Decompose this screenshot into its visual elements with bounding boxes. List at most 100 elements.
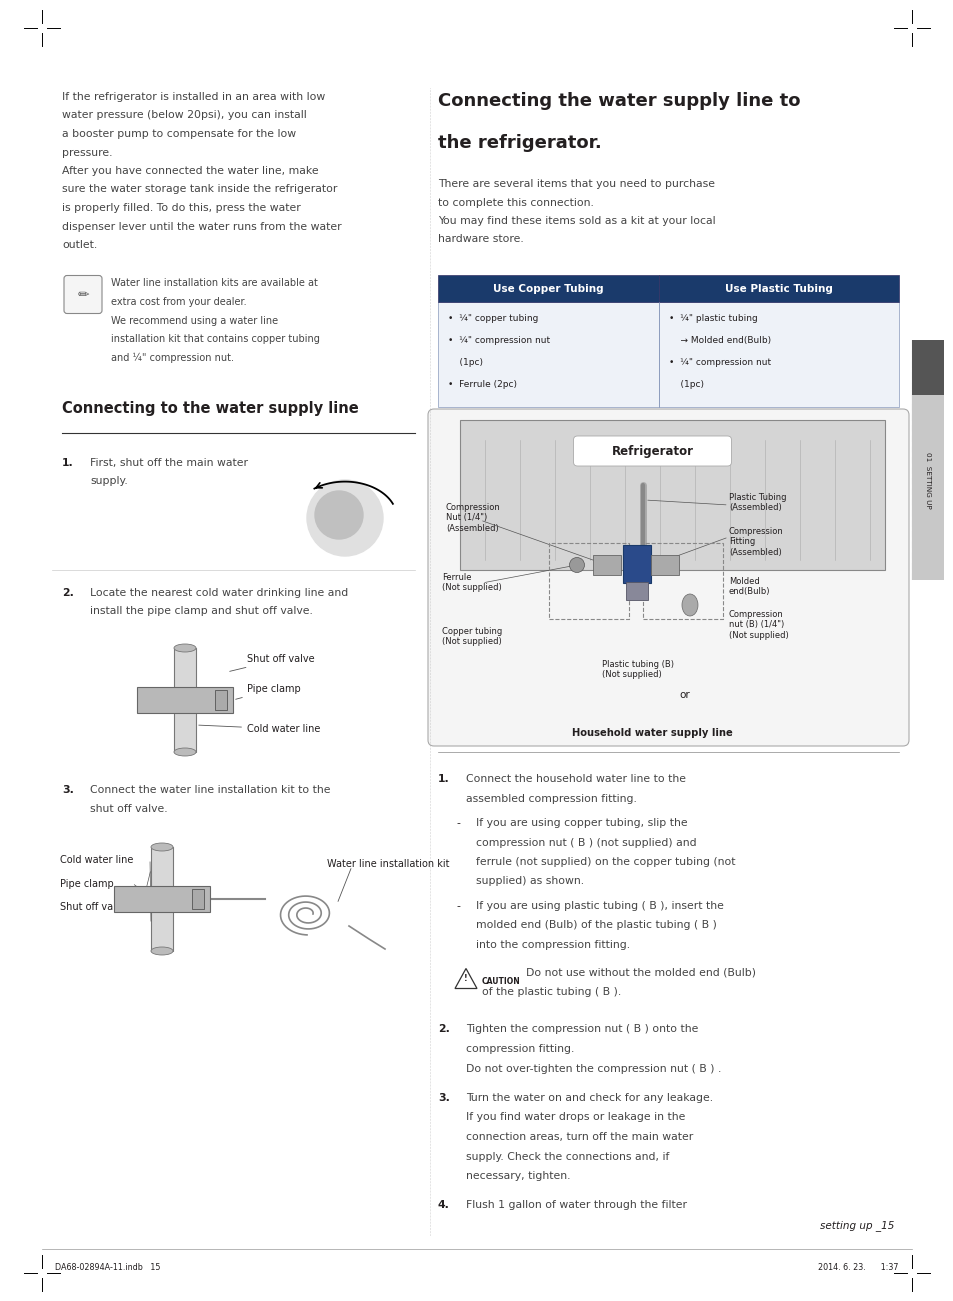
Bar xyxy=(214,690,227,710)
Text: Use Copper Tubing: Use Copper Tubing xyxy=(493,284,603,294)
Text: compression fitting.: compression fitting. xyxy=(465,1043,574,1054)
Text: Flush 1 gallon of water through the filter: Flush 1 gallon of water through the filt… xyxy=(465,1201,686,1210)
Text: assembled compression fitting.: assembled compression fitting. xyxy=(465,794,637,804)
Text: If you find water drops or leakage in the: If you find water drops or leakage in th… xyxy=(465,1112,684,1123)
Bar xyxy=(437,275,659,302)
Text: ✏: ✏ xyxy=(77,288,89,302)
Text: (1pc): (1pc) xyxy=(669,380,703,389)
FancyBboxPatch shape xyxy=(428,409,908,745)
Text: Do not use without the molded end (Bulb): Do not use without the molded end (Bulb) xyxy=(525,968,755,977)
Bar xyxy=(459,420,884,570)
Text: molded end (Bulb) of the plastic tubing ( B ): molded end (Bulb) of the plastic tubing … xyxy=(476,921,716,930)
Text: of the plastic tubing ( B ).: of the plastic tubing ( B ). xyxy=(481,987,620,997)
Text: Connect the water line installation kit to the: Connect the water line installation kit … xyxy=(90,785,330,795)
Text: Copper tubing
(Not supplied): Copper tubing (Not supplied) xyxy=(441,627,501,647)
Text: Plastic tubing (B)
(Not supplied): Plastic tubing (B) (Not supplied) xyxy=(601,660,674,679)
Text: DA68-02894A-11.indb   15: DA68-02894A-11.indb 15 xyxy=(55,1262,160,1271)
Text: Ferrule
(Not supplied): Ferrule (Not supplied) xyxy=(441,572,501,592)
FancyBboxPatch shape xyxy=(64,276,102,314)
Text: 4.: 4. xyxy=(437,1201,450,1210)
Text: Do not over-tighten the compression nut ( B ) .: Do not over-tighten the compression nut … xyxy=(465,1063,720,1073)
Text: Connecting to the water supply line: Connecting to the water supply line xyxy=(62,401,358,416)
Text: Water line installation kits are available at: Water line installation kits are availab… xyxy=(111,278,317,289)
Text: 3.: 3. xyxy=(437,1093,450,1103)
Text: Locate the nearest cold water drinking line and: Locate the nearest cold water drinking l… xyxy=(90,588,348,598)
Text: necessary, tighten.: necessary, tighten. xyxy=(465,1171,570,1181)
Bar xyxy=(137,687,233,713)
Text: dispenser lever until the water runs from the water: dispenser lever until the water runs fro… xyxy=(62,221,341,232)
Bar xyxy=(650,556,679,575)
Text: If you are using copper tubing, slip the: If you are using copper tubing, slip the xyxy=(476,818,687,827)
Text: 1.: 1. xyxy=(62,458,73,468)
Text: 2014. 6. 23.      1:37: 2014. 6. 23. 1:37 xyxy=(818,1262,898,1271)
Text: 2.: 2. xyxy=(437,1024,450,1034)
Text: Connect the household water line to the: Connect the household water line to the xyxy=(465,774,685,785)
Text: supplied) as shown.: supplied) as shown. xyxy=(476,877,583,886)
Circle shape xyxy=(569,558,584,572)
Text: •  ¼" compression nut: • ¼" compression nut xyxy=(669,358,771,367)
Text: the refrigerator.: the refrigerator. xyxy=(437,134,601,152)
Ellipse shape xyxy=(173,644,195,652)
Text: •  ¼" compression nut: • ¼" compression nut xyxy=(448,336,550,345)
Text: water pressure (below 20psi), you can install: water pressure (below 20psi), you can in… xyxy=(62,111,307,121)
Text: •  ¼" plastic tubing: • ¼" plastic tubing xyxy=(669,314,758,323)
FancyBboxPatch shape xyxy=(573,436,731,466)
Text: connection areas, turn off the main water: connection areas, turn off the main wate… xyxy=(465,1132,693,1142)
Text: install the pipe clamp and shut off valve.: install the pipe clamp and shut off valv… xyxy=(90,606,313,617)
Text: After you have connected the water line, make: After you have connected the water line,… xyxy=(62,167,318,176)
Bar xyxy=(911,340,943,580)
Text: and ¼" compression nut.: and ¼" compression nut. xyxy=(111,353,233,363)
Text: or: or xyxy=(679,690,690,700)
Text: Household water supply line: Household water supply line xyxy=(572,729,732,738)
Text: Use Plastic Tubing: Use Plastic Tubing xyxy=(724,284,832,294)
Text: •  ¼" copper tubing: • ¼" copper tubing xyxy=(448,314,537,323)
Text: 3.: 3. xyxy=(62,785,73,795)
Ellipse shape xyxy=(151,843,172,851)
Text: 01  SETTING UP: 01 SETTING UP xyxy=(924,451,930,509)
Text: !: ! xyxy=(464,974,467,984)
Text: You may find these items sold as a kit at your local: You may find these items sold as a kit a… xyxy=(437,216,715,226)
Text: If you are using plastic tubing ( B ), insert the: If you are using plastic tubing ( B ), i… xyxy=(476,902,723,911)
Text: supply.: supply. xyxy=(90,476,128,487)
Bar xyxy=(192,889,204,909)
Text: Cold water line: Cold water line xyxy=(60,855,133,865)
Text: supply. Check the connections and, if: supply. Check the connections and, if xyxy=(465,1151,669,1162)
Text: There are several items that you need to purchase: There are several items that you need to… xyxy=(437,180,714,189)
Circle shape xyxy=(314,490,363,539)
Bar xyxy=(659,302,898,407)
Text: We recommend using a water line: We recommend using a water line xyxy=(111,316,278,325)
Text: 1.: 1. xyxy=(437,774,449,785)
Ellipse shape xyxy=(681,595,698,615)
Text: Shut off valve: Shut off valve xyxy=(230,654,314,671)
Text: installation kit that contains copper tubing: installation kit that contains copper tu… xyxy=(111,334,319,343)
Text: Water line installation kit: Water line installation kit xyxy=(327,859,449,869)
Text: Pipe clamp: Pipe clamp xyxy=(60,879,113,889)
Text: -: - xyxy=(456,818,459,827)
Text: Connecting the water supply line to: Connecting the water supply line to xyxy=(437,92,800,111)
Text: extra cost from your dealer.: extra cost from your dealer. xyxy=(111,297,247,307)
Text: -: - xyxy=(456,902,459,911)
Text: hardware store.: hardware store. xyxy=(437,234,523,245)
Text: a booster pump to compensate for the low: a booster pump to compensate for the low xyxy=(62,129,295,139)
Text: compression nut ( B ) (not supplied) and: compression nut ( B ) (not supplied) and xyxy=(476,838,696,847)
Bar xyxy=(113,886,210,912)
Text: •  Ferrule (2pc): • Ferrule (2pc) xyxy=(448,380,517,389)
Bar xyxy=(911,340,943,396)
Text: Molded
end(Bulb): Molded end(Bulb) xyxy=(728,578,769,596)
Text: Tighten the compression nut ( B ) onto the: Tighten the compression nut ( B ) onto t… xyxy=(465,1024,698,1034)
Text: 2.: 2. xyxy=(62,588,73,598)
Text: is properly filled. To do this, press the water: is properly filled. To do this, press th… xyxy=(62,203,300,213)
Text: setting up _15: setting up _15 xyxy=(819,1220,893,1232)
Bar xyxy=(151,847,172,951)
Bar xyxy=(622,545,650,583)
Text: shut off valve.: shut off valve. xyxy=(90,804,168,813)
Bar xyxy=(593,556,620,575)
Text: to complete this connection.: to complete this connection. xyxy=(437,198,594,207)
Text: Turn the water on and check for any leakage.: Turn the water on and check for any leak… xyxy=(465,1093,713,1103)
Text: into the compression fitting.: into the compression fitting. xyxy=(476,941,630,950)
Text: Refrigerator: Refrigerator xyxy=(611,445,693,458)
Circle shape xyxy=(307,480,382,556)
Text: Cold water line: Cold water line xyxy=(198,723,320,734)
Text: Compression
Nut (1/4")
(Assembled): Compression Nut (1/4") (Assembled) xyxy=(446,503,500,533)
Text: If the refrigerator is installed in an area with low: If the refrigerator is installed in an a… xyxy=(62,92,325,101)
